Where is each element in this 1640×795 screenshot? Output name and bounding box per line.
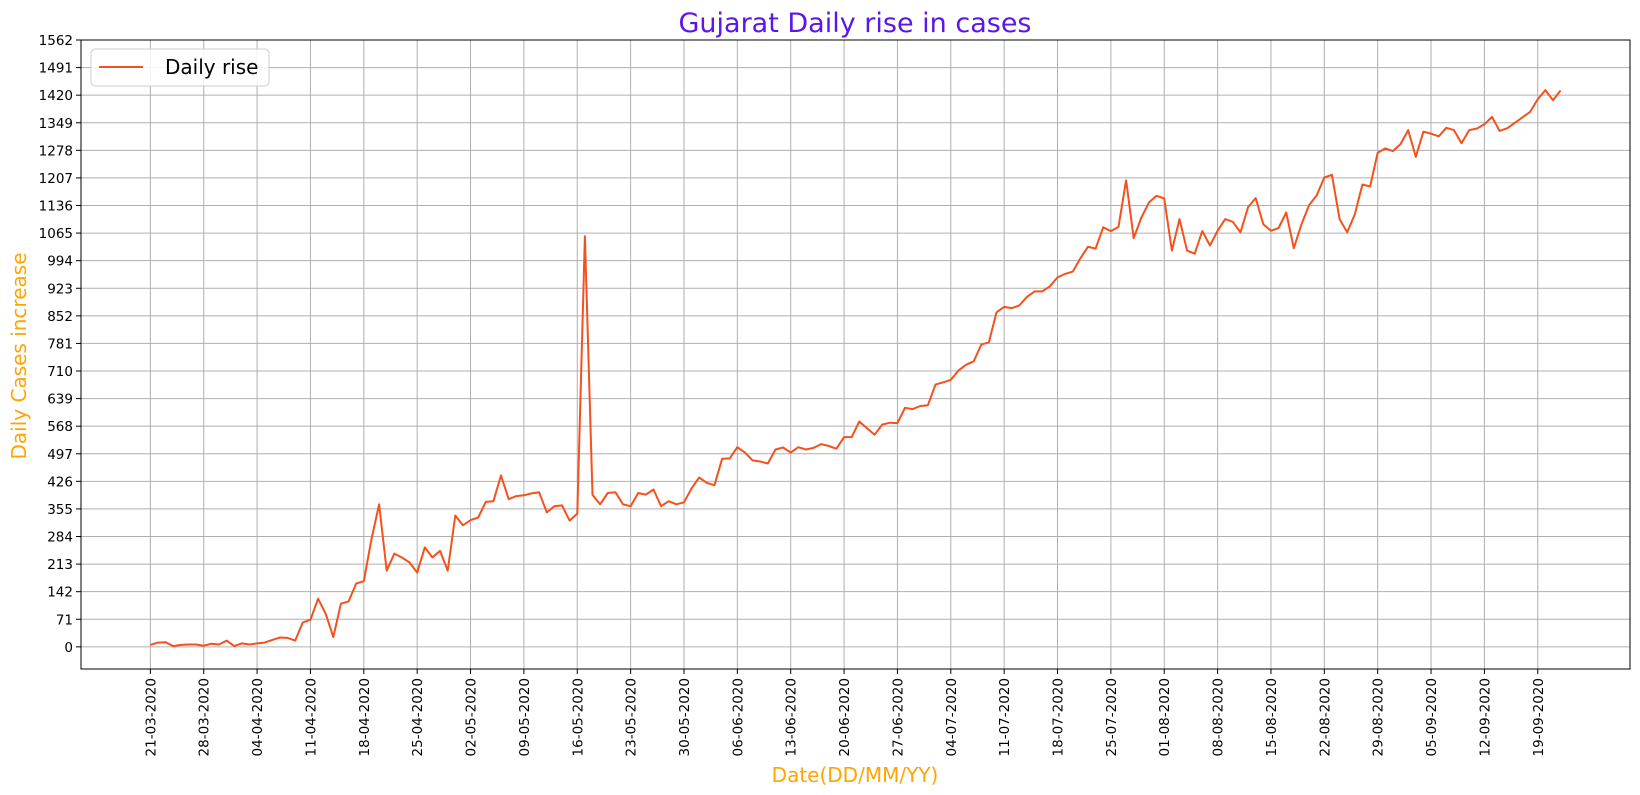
y-tick-label: 1491	[39, 61, 73, 77]
chart-title: Gujarat Daily rise in cases	[679, 8, 1032, 39]
x-tick-label: 04-04-2020	[250, 678, 266, 756]
grid	[81, 39, 1630, 669]
x-tick-label: 13-06-2020	[784, 678, 800, 756]
x-tick-label: 11-04-2020	[303, 678, 319, 756]
y-tick-label: 284	[47, 530, 73, 546]
x-tick-label: 29-08-2020	[1371, 678, 1387, 756]
y-tick-label: 213	[47, 557, 73, 573]
x-tick-label: 27-06-2020	[890, 678, 906, 756]
x-tick-label: 04-07-2020	[944, 678, 960, 756]
y-tick-label: 1349	[39, 116, 73, 132]
y-tick-label: 142	[47, 585, 73, 601]
y-tick-label: 1420	[39, 88, 73, 104]
y-tick-label: 1136	[39, 199, 73, 215]
y-tick-label: 1562	[39, 33, 73, 49]
x-tick-label: 30-05-2020	[677, 678, 693, 756]
x-tick-label: 11-07-2020	[997, 678, 1013, 756]
x-tick-label: 23-05-2020	[624, 678, 640, 756]
x-tick-label: 18-07-2020	[1051, 678, 1067, 756]
x-tick-label: 22-08-2020	[1317, 678, 1333, 756]
x-tick-label: 20-06-2020	[837, 678, 853, 756]
x-tick-label: 08-08-2020	[1211, 678, 1227, 756]
x-tick-label: 25-04-2020	[410, 678, 426, 756]
x-tick-label: 21-03-2020	[143, 678, 159, 756]
x-tick-label: 28-03-2020	[197, 678, 213, 756]
x-tick-label: 25-07-2020	[1104, 678, 1120, 756]
x-tick-label: 06-06-2020	[730, 678, 746, 756]
y-tick-label: 71	[56, 612, 73, 628]
legend-box	[90, 48, 270, 87]
y-tick-label: 497	[47, 447, 73, 463]
y-tick-label: 852	[47, 309, 73, 325]
x-tick-label: 19-09-2020	[1531, 678, 1547, 756]
y-tick-label: 781	[47, 336, 73, 352]
legend: Daily rise	[90, 48, 270, 87]
y-tick-label: 568	[47, 419, 73, 435]
axis-ticks: 0 71 142 213 284 355 426 497 568 639 710 781 852 923 9…	[39, 33, 1547, 756]
y-tick-label: 1207	[39, 171, 73, 187]
x-tick-label: 16-05-2020	[570, 678, 586, 756]
x-tick-label: 05-09-2020	[1424, 678, 1440, 756]
y-tick-label: 994	[47, 254, 73, 270]
x-tick-label: 12-09-2020	[1477, 678, 1493, 756]
series-layer	[150, 89, 1562, 648]
y-tick-label: 355	[47, 502, 73, 518]
y-tick-label: 426	[47, 474, 73, 490]
x-tick-label: 09-05-2020	[517, 678, 533, 756]
plot-frame	[80, 39, 1631, 670]
y-tick-label: 0	[64, 640, 73, 656]
y-tick-label: 639	[47, 392, 73, 408]
x-tick-label: 01-08-2020	[1157, 678, 1173, 756]
y-tick-label: 1065	[39, 226, 73, 242]
x-tick-label: 18-04-2020	[357, 678, 373, 756]
y-axis-label: Daily Cases increase	[7, 253, 31, 460]
y-tick-label: 1278	[39, 143, 73, 159]
y-tick-label: 923	[47, 281, 73, 297]
y-tick-label: 710	[47, 364, 73, 380]
x-tick-label: 02-05-2020	[464, 678, 480, 756]
series-line-daily-rise	[150, 89, 1562, 648]
legend-label-daily-rise: Daily rise	[165, 55, 258, 79]
x-tick-label: 15-08-2020	[1264, 678, 1280, 756]
x-axis-label: Date(DD/MM/YY)	[772, 763, 939, 787]
